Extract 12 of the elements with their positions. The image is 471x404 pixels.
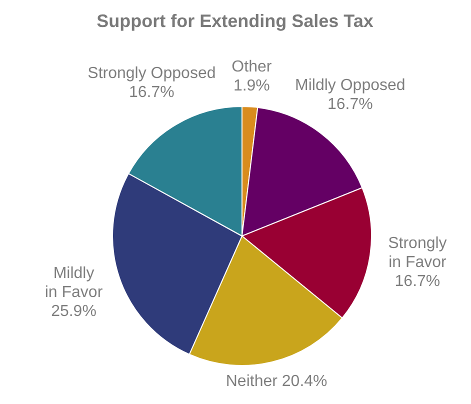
data-label: 1.9% [233,78,270,95]
slice-label: Mildly Opposed [295,77,406,94]
slice-label: Strongly in Favor [388,235,448,272]
data-label: 16.7% [394,273,440,290]
slice-label: Mildly in Favor [44,264,104,301]
data-label: 16.7% [129,84,174,102]
slice-label: Other [232,58,272,76]
data-label: 25.9% [51,302,96,320]
slice-label: Neither 20.4% [226,372,328,390]
slice-label: Strongly Opposed [88,65,216,82]
data-label: 16.7% [327,96,373,114]
chart-title: Support for Extending Sales Tax [96,10,374,31]
